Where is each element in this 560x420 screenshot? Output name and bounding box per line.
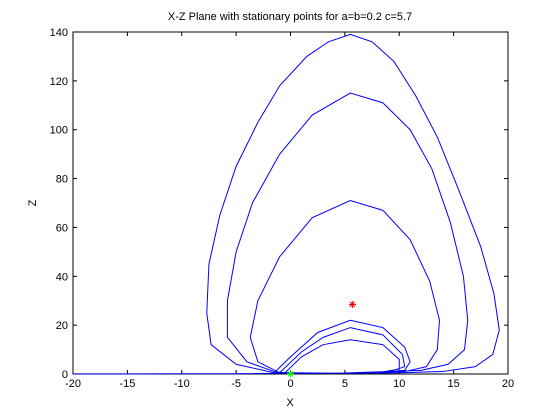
x-tick-label: 15 — [448, 378, 460, 390]
chart-title: X-Z Plane with stationary points for a=b… — [168, 11, 412, 23]
y-tick-label: 120 — [50, 76, 68, 88]
y-tick-label: 40 — [56, 271, 68, 283]
x-tick-label: -15 — [119, 378, 135, 390]
trajectory — [73, 33, 500, 375]
x-tick-label: 5 — [342, 378, 348, 390]
x-tick-label: -10 — [174, 378, 190, 390]
x-tick-label: 10 — [393, 378, 405, 390]
y-tick-label: 0 — [62, 369, 68, 381]
y-tick-label: 80 — [56, 174, 68, 186]
stationary-point — [287, 370, 295, 378]
y-tick-label: 140 — [50, 27, 68, 39]
stationary-point — [348, 300, 356, 308]
y-tick-label: 20 — [56, 320, 68, 332]
plot-frame — [72, 31, 509, 375]
x-axis-label: X — [286, 397, 294, 409]
y-axis-label: Z — [27, 199, 39, 206]
y-tick-label: 100 — [50, 125, 68, 137]
x-tick-label: 0 — [287, 378, 293, 390]
y-tick-label: 60 — [56, 222, 68, 234]
x-tick-label: -20 — [65, 378, 81, 390]
x-tick-label: 20 — [502, 378, 514, 390]
x-tick-label: -5 — [231, 378, 241, 390]
